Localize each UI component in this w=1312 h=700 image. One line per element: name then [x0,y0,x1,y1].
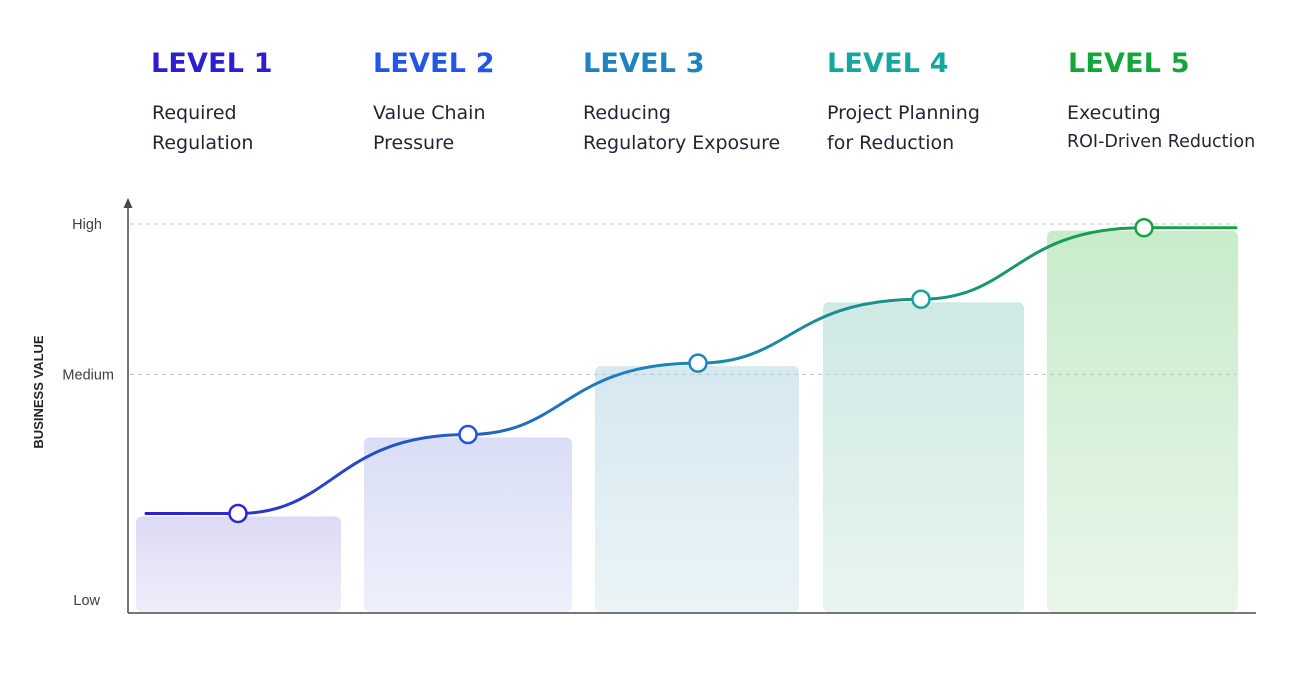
level-4-description-line1: Project Planning [827,102,980,124]
level-1-description-line2: Regulation [152,132,254,154]
y-axis-arrow-icon [123,198,133,208]
y-tick-label-medium: Medium [62,367,114,383]
level-3-title: LEVEL 3 [583,48,705,79]
level-5-description-line2: ROI-Driven Reduction [1067,132,1256,152]
y-tick-label-low: Low [73,593,100,609]
level-3-marker [688,353,708,373]
y-tick-labels: High Medium Low [62,217,114,609]
level-2-marker [458,424,478,445]
level-4-bar [823,302,1024,612]
level-2-description-line1: Value Chain [373,102,486,124]
level-5-description-line1: Executing [1067,102,1161,124]
level-2-title: LEVEL 2 [373,48,495,79]
gridlines-layer [130,223,1236,375]
level-4-title: LEVEL 4 [827,48,949,79]
level-4-marker [911,289,931,309]
level-2-description-line2: Pressure [373,132,455,154]
level-3-bar [595,366,799,612]
y-tick-label-high: High [72,217,102,233]
level-1-marker [228,503,248,524]
level-4-description-line2: for Reduction [827,132,955,154]
bars-layer [136,230,1238,612]
level-5-title: LEVEL 5 [1068,48,1190,79]
level-3-description-line2: Regulatory Exposure [583,132,781,154]
axes-layer [123,198,1256,614]
level-1-bar [136,516,341,612]
level-1-title: LEVEL 1 [151,48,273,79]
y-axis-label: BUSINESS VALUE [31,335,46,448]
level-markers [228,218,1154,524]
level-3-description-line1: Reducing [583,102,671,124]
level-1-description-line1: Required [152,102,237,124]
level-5-marker [1134,218,1154,238]
level-2-bar [364,437,572,612]
level-5-bar [1047,230,1238,612]
